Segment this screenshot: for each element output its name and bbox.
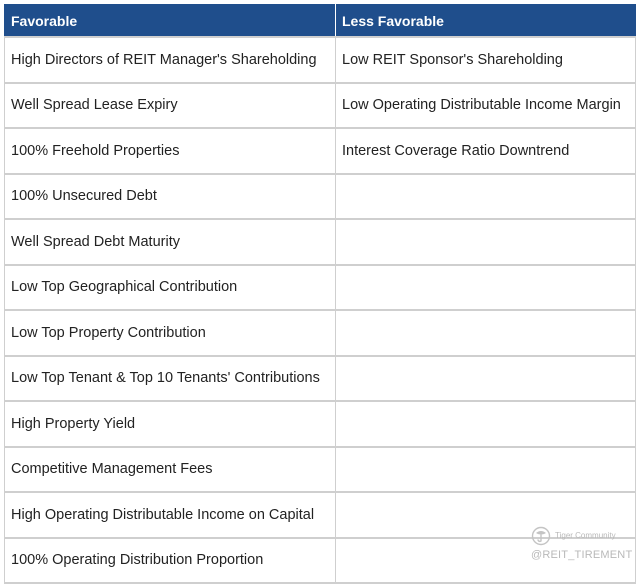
watermark-handle: @REIT_TIREMENT bbox=[531, 549, 633, 561]
watermark-community: Tiger Community bbox=[555, 531, 616, 540]
cell-less-favorable: Low Operating Distributable Income Margi… bbox=[335, 81, 636, 129]
cell-less-favorable bbox=[335, 400, 636, 448]
comparison-table: Favorable Less Favorable High Directors … bbox=[4, 4, 636, 584]
cell-less-favorable bbox=[335, 263, 636, 311]
tiger-logo-icon bbox=[531, 526, 551, 546]
cell-favorable: Low Top Property Contribution bbox=[4, 309, 336, 357]
comparison-table-container: Favorable Less Favorable High Directors … bbox=[4, 4, 636, 584]
table-header-row: Favorable Less Favorable bbox=[4, 4, 636, 38]
table-row: High Directors of REIT Manager's Shareho… bbox=[4, 36, 636, 84]
cell-favorable: High Operating Distributable Income on C… bbox=[4, 491, 336, 539]
cell-favorable: High Property Yield bbox=[4, 400, 336, 448]
cell-favorable: High Directors of REIT Manager's Shareho… bbox=[4, 36, 336, 84]
cell-less-favorable: Low REIT Sponsor's Shareholding bbox=[335, 36, 636, 84]
table-row: Low Top Geographical Contribution bbox=[4, 263, 636, 311]
cell-favorable: 100% Operating Distribution Proportion bbox=[4, 536, 336, 584]
cell-favorable: 100% Unsecured Debt bbox=[4, 172, 336, 220]
header-favorable: Favorable bbox=[4, 4, 336, 38]
cell-favorable: 100% Freehold Properties bbox=[4, 127, 336, 175]
watermark: Tiger Community @REIT_TIREMENT bbox=[531, 526, 632, 564]
cell-less-favorable bbox=[335, 309, 636, 357]
table-row: Low Top Property Contribution bbox=[4, 309, 636, 357]
table-row: Low Top Tenant & Top 10 Tenants' Contrib… bbox=[4, 354, 636, 402]
cell-less-favorable bbox=[335, 445, 636, 493]
table-row: Well Spread Lease Expiry Low Operating Di… bbox=[4, 81, 636, 129]
cell-favorable: Low Top Geographical Contribution bbox=[4, 263, 336, 311]
table-row: 100% Unsecured Debt bbox=[4, 172, 636, 220]
cell-less-favorable bbox=[335, 218, 636, 266]
cell-favorable: Low Top Tenant & Top 10 Tenants' Contrib… bbox=[4, 354, 336, 402]
cell-less-favorable bbox=[335, 491, 636, 539]
table-row: High Property Yield bbox=[4, 400, 636, 448]
header-less-favorable: Less Favorable bbox=[335, 4, 636, 38]
table-row: 100% Freehold Properties Interest Coverag… bbox=[4, 127, 636, 175]
cell-less-favorable bbox=[335, 172, 636, 220]
cell-favorable: Competitive Management Fees bbox=[4, 445, 336, 493]
cell-favorable: Well Spread Debt Maturity bbox=[4, 218, 336, 266]
table-row: High Operating Distributable Income on C… bbox=[4, 491, 636, 539]
table-row: Competitive Management Fees bbox=[4, 445, 636, 493]
cell-less-favorable: Interest Coverage Ratio Downtrend bbox=[335, 127, 636, 175]
table-row: Well Spread Debt Maturity bbox=[4, 218, 636, 266]
cell-less-favorable bbox=[335, 354, 636, 402]
cell-favorable: Well Spread Lease Expiry bbox=[4, 81, 336, 129]
